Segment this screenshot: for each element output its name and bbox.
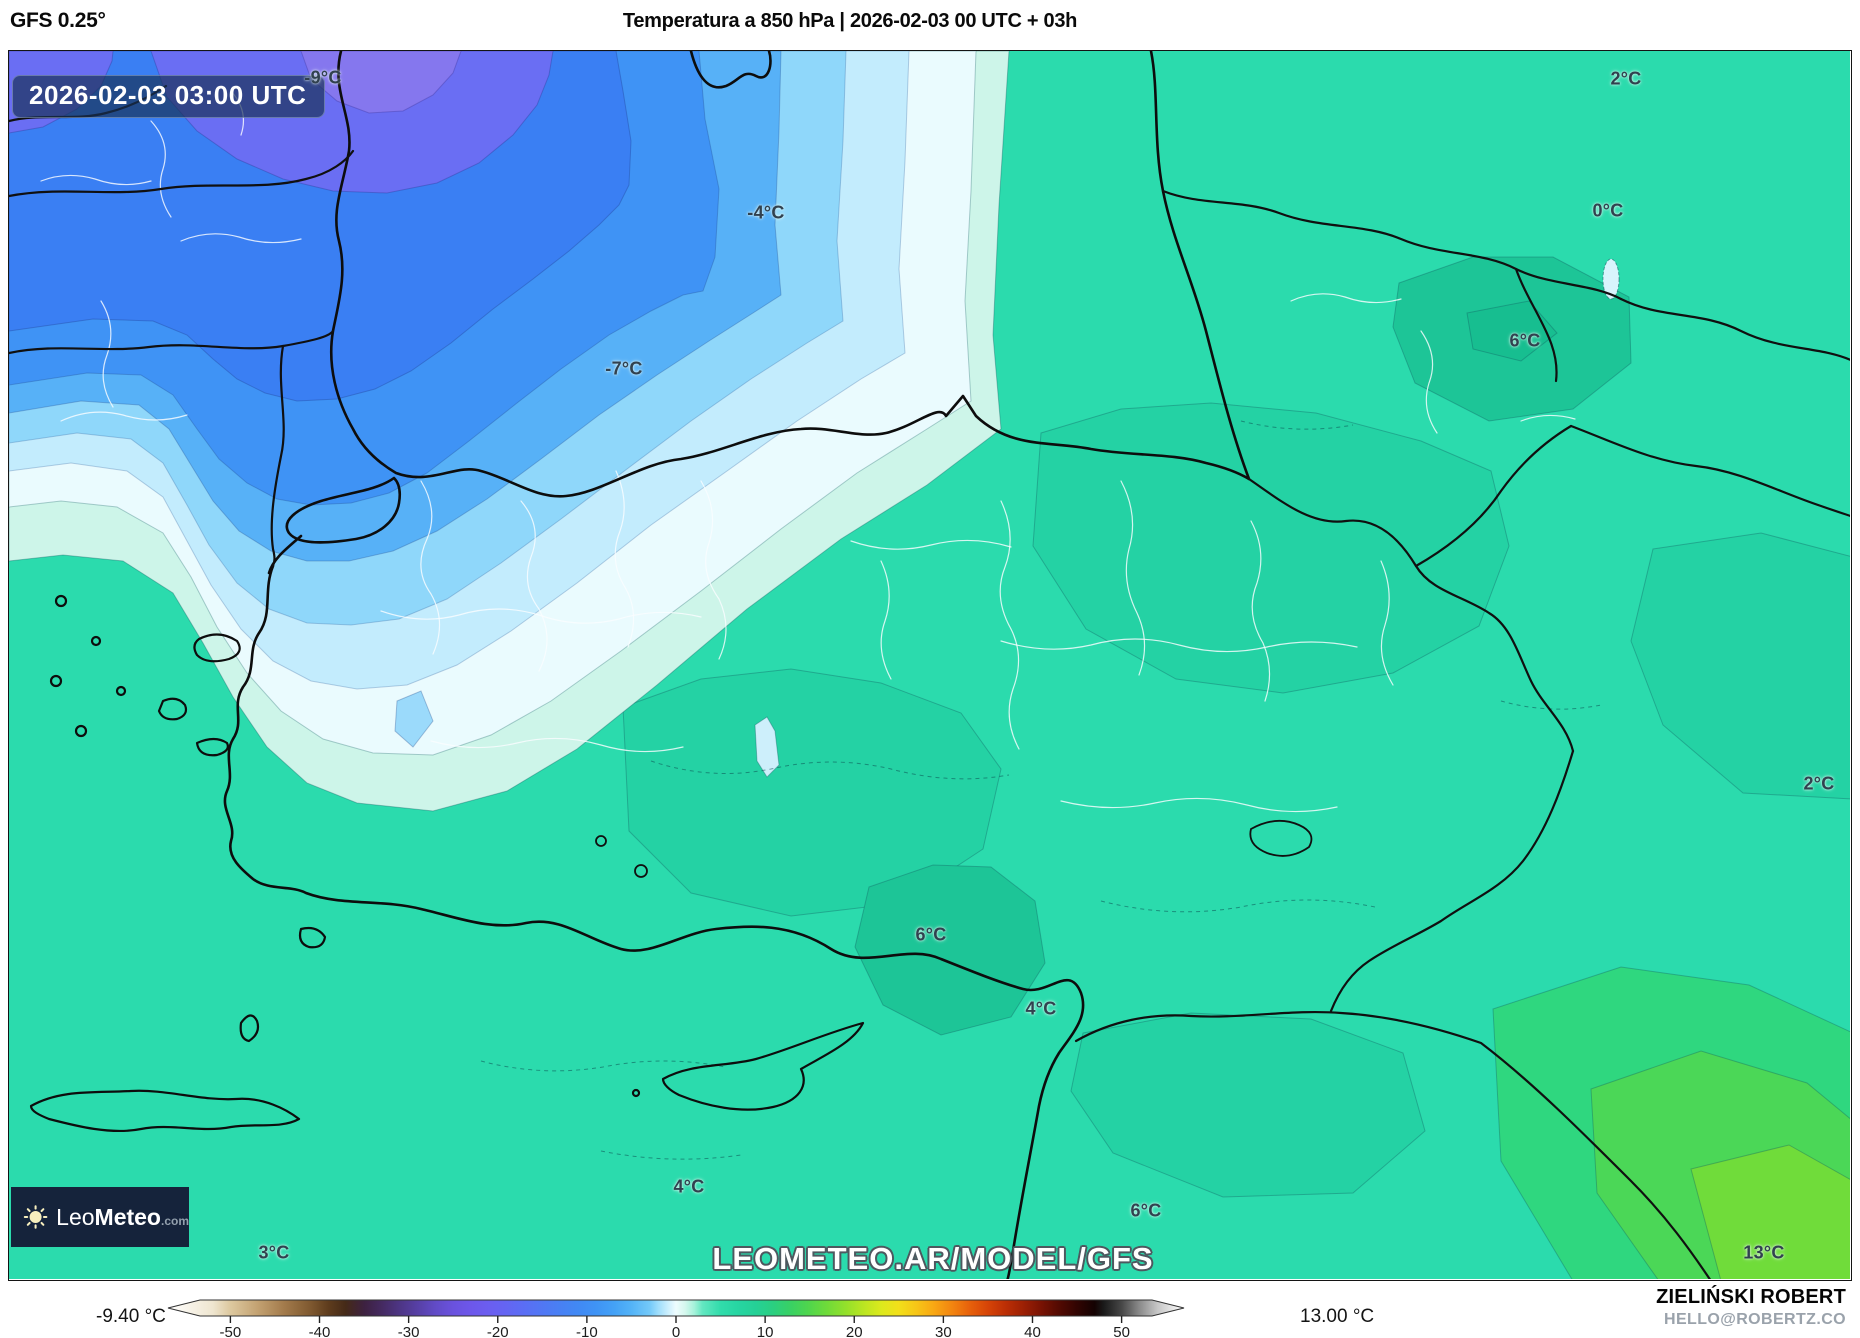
watermark: LEOMETEO.AR/MODEL/GFS [712,1241,1154,1276]
temperature-label: 3°C [258,1242,290,1263]
temperature-label: -7°C [605,358,643,379]
model-label: GFS 0.25° [10,9,106,32]
temperature-label: 6°C [1509,330,1541,351]
temperature-field-warm [622,256,1850,1279]
logo-wordmark: LeoMeteo.com [56,1203,189,1230]
temperature-label: 2°C [1610,68,1642,89]
colorbar-tick-label: 0 [672,1324,680,1338]
lake-egirdir [595,835,607,847]
temperature-map-canvas [9,51,1850,1279]
colorbar-tick-label: 20 [846,1324,863,1338]
colorbar-tick-label: -20 [487,1324,509,1338]
colorbar-tick-label: -10 [576,1324,598,1338]
temperature-label: 4°C [673,1176,705,1197]
temperature-label: -4°C [747,202,785,223]
colorbar-tick-label: 10 [757,1324,774,1338]
colorbar-tick-label: 40 [1024,1324,1041,1338]
colorbar-gradient-bar [167,1299,1185,1317]
colorbar-ticks: -50 -40 -30 -20 -10 0 10 20 30 40 50 [220,1316,1130,1338]
colorbar-tick-label: 30 [935,1324,952,1338]
temperature-label: 4°C [1025,998,1057,1019]
cyprus-coast [661,1021,865,1111]
country-borders [9,84,1850,1279]
marmara-sea-coast [285,476,402,544]
lakes [595,819,1313,878]
lake-van [1249,819,1313,857]
leometeo-logo: LeoMeteo.com [11,1187,189,1247]
colorbar-max-value: 13.00 °C [1300,1306,1375,1327]
contour-lines [480,420,1602,1160]
province-borders [40,90,1576,813]
colorbar-min-value: -9.40 °C [96,1306,166,1327]
aegean-mediterranean-coast [223,564,1085,1279]
page-title: Temperatura a 850 hPa | 2026-02-03 00 UT… [622,10,1078,32]
temperature-label: 2°C [1803,773,1835,794]
temperature-label: 6°C [1130,1200,1162,1221]
colorbar-tick-label: -50 [220,1324,242,1338]
lake-beysehir [634,864,648,878]
sun-icon [23,1205,48,1229]
colorbar: -50 -40 -30 -20 -10 0 10 20 30 40 50 [167,1299,1185,1338]
temperature-field-cold [9,51,1010,812]
crete-coast [29,1089,301,1133]
colorbar-tick-label: 50 [1113,1324,1130,1338]
dardanelles-strait [267,534,303,575]
temperature-label: 13°C [1743,1242,1785,1263]
islands [29,594,865,1133]
weather-map: 2026-02-03 03:00 UTC -9°C 2°C 0°C -4°C 6°C -7… [8,50,1852,1281]
colorbar-tick-label: -30 [398,1324,420,1338]
temperature-label: 6°C [915,924,947,945]
colorbar-tick-label: -40 [309,1324,331,1338]
timestamp-badge: 2026-02-03 03:00 UTC [12,75,326,118]
author-contact: HELLO@ROBERTZ.CO [1664,1311,1846,1328]
temperature-label: -9°C [304,67,342,88]
temperature-label: 0°C [1592,200,1624,221]
crimea-coast [689,51,772,89]
author-name: ZIELIŃSKI ROBERT [1656,1286,1846,1308]
credits: ZIELIŃSKI ROBERT HELLO@ROBERTZ.CO [1656,1285,1846,1330]
